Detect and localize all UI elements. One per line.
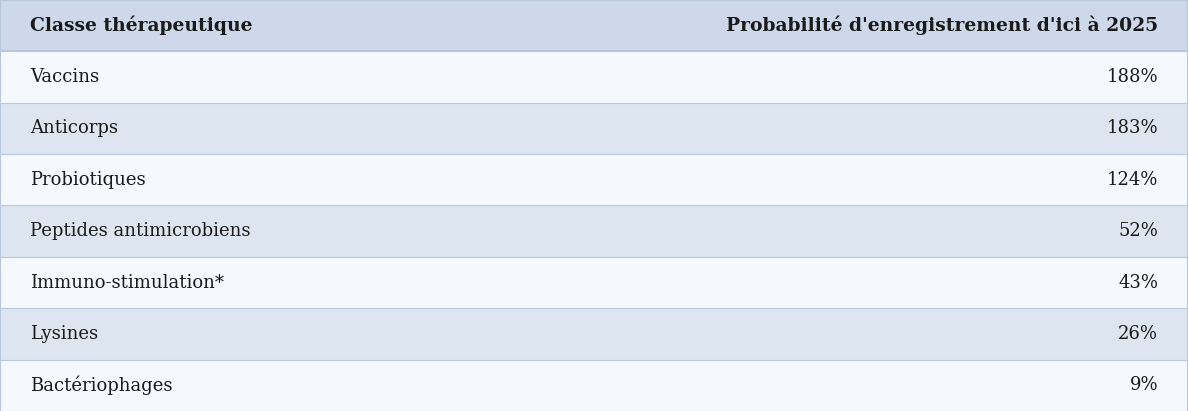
Text: 183%: 183% — [1107, 120, 1158, 137]
Bar — [0, 206, 1188, 257]
Text: Probabilité d'enregistrement d'ici à 2025: Probabilité d'enregistrement d'ici à 202… — [726, 16, 1158, 35]
Text: 9%: 9% — [1130, 376, 1158, 394]
Bar — [0, 103, 1188, 154]
Text: Immuno-stimulation*: Immuno-stimulation* — [30, 274, 223, 291]
Text: Lysines: Lysines — [30, 325, 97, 343]
Text: 124%: 124% — [1107, 171, 1158, 189]
Bar — [0, 0, 1188, 51]
Bar — [0, 257, 1188, 308]
Text: 188%: 188% — [1107, 68, 1158, 86]
Text: Vaccins: Vaccins — [30, 68, 99, 86]
Text: Bactériophages: Bactériophages — [30, 376, 172, 395]
Bar — [0, 51, 1188, 103]
Text: Peptides antimicrobiens: Peptides antimicrobiens — [30, 222, 251, 240]
Text: 52%: 52% — [1118, 222, 1158, 240]
Text: Anticorps: Anticorps — [30, 120, 118, 137]
Text: 43%: 43% — [1118, 274, 1158, 291]
Bar — [0, 308, 1188, 360]
Text: Classe thérapeutique: Classe thérapeutique — [30, 16, 252, 35]
Bar — [0, 360, 1188, 411]
Text: Probiotiques: Probiotiques — [30, 171, 145, 189]
Bar — [0, 154, 1188, 206]
Text: 26%: 26% — [1118, 325, 1158, 343]
